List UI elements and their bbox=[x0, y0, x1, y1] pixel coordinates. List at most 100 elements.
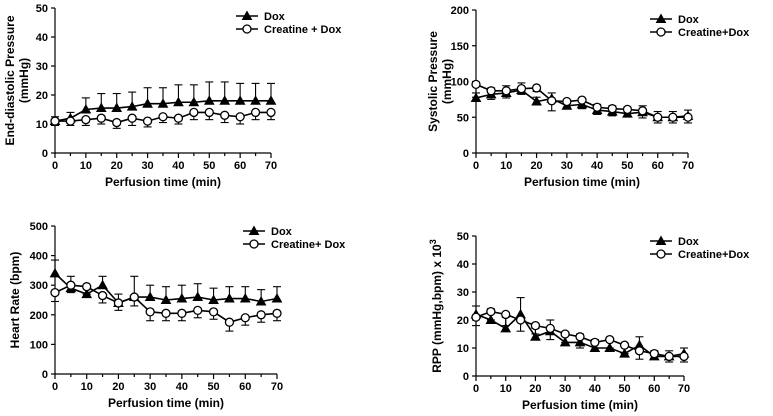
legend-label: Dox bbox=[678, 236, 700, 248]
data-point bbox=[622, 104, 633, 115]
x-tick-label: 10 bbox=[80, 160, 92, 172]
x-axis-label: Perfusion time (min) bbox=[105, 175, 221, 189]
data-point bbox=[160, 294, 172, 304]
data-point bbox=[173, 113, 184, 123]
data-point bbox=[271, 293, 283, 303]
data-point bbox=[250, 107, 261, 118]
data-point bbox=[220, 110, 230, 120]
data-point bbox=[547, 96, 557, 106]
y-tick-label: 500 bbox=[30, 221, 48, 233]
data-point bbox=[562, 96, 572, 107]
x-tick-label: 20 bbox=[529, 383, 541, 395]
x-tick-label: 40 bbox=[591, 160, 603, 172]
y-axis-label-superscript: 3 bbox=[428, 239, 438, 244]
data-point bbox=[127, 113, 137, 123]
legend-marker bbox=[242, 24, 252, 34]
y-tick-label: 0 bbox=[42, 148, 48, 160]
data-point bbox=[240, 313, 250, 323]
y-axis-label-line: (mmHg) bbox=[440, 59, 454, 104]
x-tick-label: 70 bbox=[265, 160, 277, 172]
x-tick-label: 30 bbox=[144, 381, 156, 393]
x-tick-label: 20 bbox=[530, 160, 542, 172]
data-point bbox=[188, 96, 200, 107]
data-point bbox=[65, 116, 76, 126]
data-point bbox=[97, 279, 108, 290]
data-point bbox=[80, 103, 92, 114]
y-axis-label: End-diastolic Pressure(mmHg) bbox=[3, 15, 31, 145]
y-tick-label: 50 bbox=[457, 231, 469, 243]
x-tick-label: 0 bbox=[52, 160, 58, 172]
legend-label: Creatine+ Dox bbox=[271, 239, 346, 251]
data-point bbox=[619, 340, 630, 350]
y-tick-label: 10 bbox=[36, 119, 48, 131]
data-point bbox=[235, 112, 245, 122]
chart-sp: 0 50 100 150 200 0 10 20 30 40 50 60 70 Perfusion tim… bbox=[426, 5, 750, 189]
data-point bbox=[531, 83, 542, 93]
legend-label: Dox bbox=[264, 11, 286, 23]
x-tick-label: 10 bbox=[81, 381, 93, 393]
series-dox bbox=[49, 81, 277, 126]
data-point bbox=[471, 312, 481, 322]
y-tick-label: 300 bbox=[30, 280, 48, 292]
data-point bbox=[126, 101, 138, 111]
data-point bbox=[96, 113, 106, 123]
x-tick-label: 20 bbox=[112, 381, 124, 393]
data-point bbox=[250, 95, 261, 105]
data-point bbox=[486, 306, 496, 317]
data-point bbox=[545, 323, 555, 334]
y-axis-label-line: RPP (mmHg,bpm) x 10 bbox=[430, 244, 444, 373]
data-point bbox=[204, 107, 214, 118]
y-axis-label-line: Systolic Pressure bbox=[426, 31, 440, 132]
data-point bbox=[208, 307, 219, 317]
y-tick-label: 20 bbox=[457, 315, 469, 327]
data-point bbox=[95, 102, 107, 113]
legend-label: Creatine+Dox bbox=[678, 27, 750, 39]
data-point bbox=[192, 291, 204, 302]
data-point bbox=[234, 95, 246, 105]
data-point bbox=[49, 267, 61, 278]
x-tick-label: 40 bbox=[589, 383, 601, 395]
data-point bbox=[97, 290, 108, 301]
data-point bbox=[500, 322, 512, 333]
data-point bbox=[224, 317, 235, 327]
legend-marker bbox=[655, 235, 667, 245]
y-axis-label: RPP (mmHg,bpm) x 103 bbox=[428, 239, 444, 373]
data-point bbox=[683, 112, 693, 122]
data-point bbox=[515, 315, 526, 325]
x-tick-label: 60 bbox=[239, 381, 251, 393]
y-tick-label: 400 bbox=[30, 251, 48, 263]
y-tick-label: 100 bbox=[30, 339, 48, 351]
x-tick-label: 0 bbox=[473, 383, 479, 395]
legend-marker bbox=[248, 225, 260, 235]
legend-marker bbox=[656, 27, 666, 37]
legend-label: Creatine + Dox bbox=[264, 24, 342, 36]
data-point bbox=[516, 84, 527, 94]
legend-marker bbox=[241, 10, 253, 20]
data-point bbox=[471, 79, 481, 90]
data-point bbox=[239, 293, 251, 303]
x-axis-label: Perfusion time (min) bbox=[524, 175, 640, 189]
data-point bbox=[501, 309, 511, 320]
data-point bbox=[161, 308, 171, 318]
y-tick-label: 10 bbox=[457, 343, 469, 355]
y-axis-label-line: End-diastolic Pressure bbox=[3, 15, 17, 145]
x-tick-label: 50 bbox=[621, 160, 633, 172]
x-tick-label: 30 bbox=[141, 160, 153, 172]
data-point bbox=[224, 293, 235, 303]
y-tick-label: 30 bbox=[36, 61, 48, 73]
series-creatine-dox bbox=[50, 280, 282, 332]
x-tick-label: 10 bbox=[500, 160, 512, 172]
x-axis-label: Perfusion time (min) bbox=[522, 398, 638, 412]
y-tick-label: 200 bbox=[30, 310, 48, 322]
data-point bbox=[590, 337, 600, 348]
y-tick-label: 0 bbox=[463, 371, 469, 383]
data-point bbox=[637, 106, 648, 116]
chart-rpp: 0 10 20 30 40 50 0 10 20 30 40 50 60 70 Perfusion time… bbox=[428, 231, 750, 412]
data-point bbox=[189, 107, 199, 118]
data-point bbox=[530, 331, 541, 341]
data-point bbox=[649, 348, 659, 359]
y-tick-label: 40 bbox=[36, 32, 48, 44]
y-tick-label: 200 bbox=[451, 5, 469, 17]
data-point bbox=[255, 295, 267, 306]
